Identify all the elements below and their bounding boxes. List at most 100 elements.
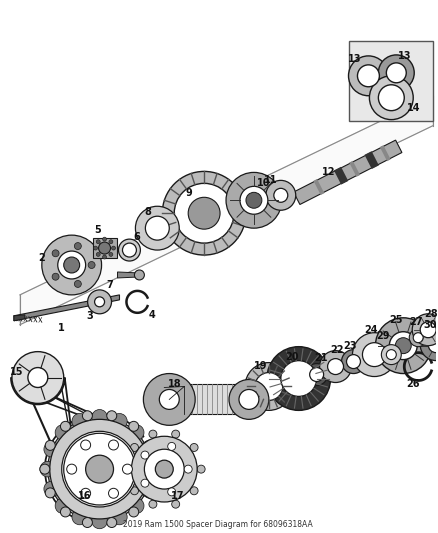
Circle shape [320, 351, 351, 383]
Circle shape [328, 359, 343, 375]
Circle shape [40, 464, 50, 474]
Circle shape [109, 440, 119, 450]
Circle shape [266, 180, 296, 210]
Circle shape [386, 350, 396, 360]
Circle shape [159, 390, 179, 409]
Circle shape [420, 329, 438, 361]
Bar [92, 238, 117, 258]
Text: 25: 25 [389, 315, 403, 325]
Circle shape [88, 290, 112, 314]
Circle shape [88, 262, 95, 269]
Circle shape [55, 498, 71, 514]
Text: 30: 30 [424, 320, 437, 330]
Circle shape [72, 414, 88, 429]
Circle shape [389, 332, 417, 360]
Circle shape [267, 346, 331, 410]
Circle shape [144, 440, 154, 450]
Polygon shape [117, 272, 139, 278]
Circle shape [45, 440, 55, 450]
Circle shape [99, 242, 110, 254]
Text: 19: 19 [254, 361, 268, 370]
Circle shape [162, 172, 246, 255]
Circle shape [107, 411, 117, 421]
Circle shape [363, 343, 386, 367]
Bar [60, 253, 84, 277]
Circle shape [420, 322, 436, 338]
Circle shape [172, 500, 180, 508]
Circle shape [149, 464, 159, 474]
Text: 26: 26 [406, 379, 420, 390]
Text: 10: 10 [257, 179, 271, 188]
Text: 27: 27 [410, 317, 423, 327]
Circle shape [144, 488, 154, 498]
Circle shape [82, 518, 92, 528]
Circle shape [135, 206, 179, 250]
Polygon shape [349, 161, 360, 177]
Circle shape [172, 430, 180, 438]
Text: 4: 4 [149, 310, 156, 320]
Text: 5: 5 [94, 225, 101, 235]
Circle shape [109, 488, 119, 498]
Circle shape [96, 253, 100, 256]
Polygon shape [334, 167, 348, 184]
Circle shape [109, 253, 113, 256]
Text: 20: 20 [285, 352, 299, 361]
Text: 2: 2 [39, 253, 45, 263]
Text: 2019 Ram 1500 Spacer Diagram for 68096318AA: 2019 Ram 1500 Spacer Diagram for 6809631… [123, 520, 313, 529]
Text: 14: 14 [406, 103, 420, 112]
Circle shape [143, 374, 195, 425]
Circle shape [45, 488, 55, 498]
Text: 22: 22 [330, 345, 343, 354]
Circle shape [428, 337, 438, 353]
Text: 1: 1 [58, 323, 65, 333]
Circle shape [239, 390, 259, 409]
Circle shape [109, 240, 113, 244]
Circle shape [413, 333, 423, 343]
Polygon shape [20, 96, 433, 325]
Circle shape [64, 433, 135, 505]
Circle shape [81, 440, 91, 450]
Circle shape [134, 270, 145, 280]
Circle shape [281, 361, 317, 397]
Circle shape [102, 255, 106, 259]
Text: 29: 29 [377, 330, 390, 341]
Circle shape [55, 425, 71, 440]
Circle shape [112, 509, 127, 525]
Circle shape [72, 509, 88, 525]
Circle shape [50, 419, 149, 519]
Circle shape [64, 257, 80, 273]
Circle shape [396, 338, 411, 353]
Circle shape [412, 314, 438, 346]
Circle shape [131, 443, 138, 451]
Circle shape [378, 55, 414, 91]
Circle shape [386, 63, 406, 83]
Circle shape [346, 354, 360, 368]
Text: 17: 17 [170, 491, 184, 501]
Circle shape [246, 192, 262, 208]
Circle shape [128, 425, 144, 440]
Circle shape [58, 251, 86, 279]
Circle shape [149, 500, 157, 508]
Circle shape [96, 240, 100, 244]
Circle shape [67, 464, 77, 474]
Circle shape [140, 481, 155, 497]
Circle shape [40, 462, 56, 477]
Circle shape [140, 441, 155, 457]
Circle shape [274, 188, 288, 203]
Circle shape [197, 465, 205, 473]
Circle shape [123, 464, 132, 474]
Circle shape [52, 273, 59, 280]
Circle shape [155, 460, 173, 478]
Text: 6: 6 [133, 232, 140, 242]
Text: 13: 13 [398, 51, 411, 61]
Text: 9: 9 [186, 188, 193, 198]
Circle shape [112, 414, 127, 429]
Circle shape [95, 297, 105, 307]
Circle shape [306, 364, 328, 385]
Text: 16: 16 [78, 491, 92, 501]
Polygon shape [380, 145, 391, 161]
Circle shape [107, 518, 117, 528]
Text: 7: 7 [106, 280, 113, 290]
Text: 21: 21 [314, 353, 327, 362]
Text: 15: 15 [10, 367, 24, 376]
